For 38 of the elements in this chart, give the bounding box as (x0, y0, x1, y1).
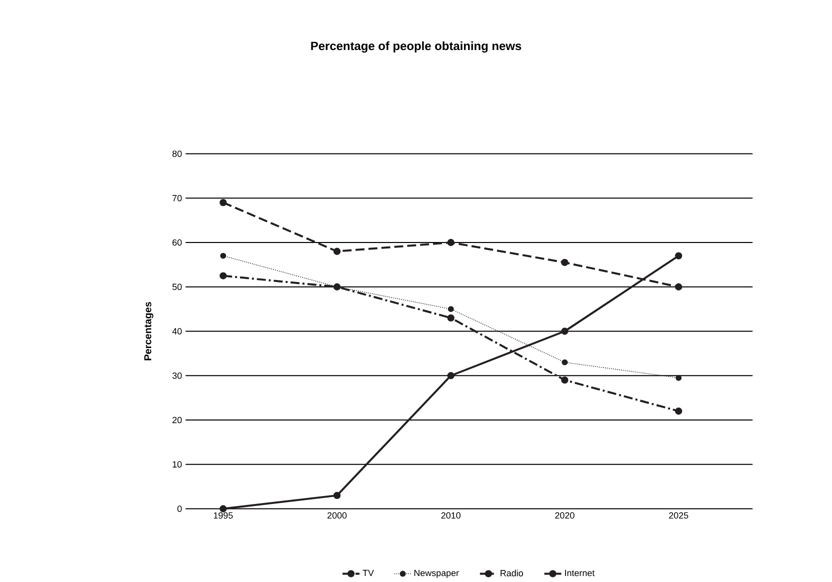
point (220, 252, 226, 259)
y-tick-label: 30 (172, 372, 182, 379)
point (333, 492, 341, 500)
point (447, 372, 454, 380)
y-axis-title: Percentages (144, 302, 154, 360)
y-tick-label: 40 (172, 328, 182, 335)
y-tick-label: 50 (172, 284, 182, 290)
point (220, 272, 227, 280)
point (447, 239, 454, 246)
y-tick-label: 70 (172, 195, 182, 202)
point (675, 408, 682, 415)
y-tick-label: 60 (172, 239, 182, 246)
point (675, 252, 682, 260)
point (220, 199, 227, 206)
point (220, 505, 227, 512)
x-tick-label: 1995 (214, 512, 233, 519)
point (561, 376, 568, 384)
y-tick-label: 10 (172, 461, 182, 468)
point (676, 374, 682, 381)
point (448, 306, 454, 312)
chart-title: Percentage of people obtaining news (311, 42, 522, 53)
x-tick-label: 2010 (441, 512, 460, 519)
y-tick-label: 0 (177, 506, 182, 512)
legend-label: Radio (500, 570, 523, 576)
x-tick-label: 2000 (328, 512, 347, 519)
x-tick-label: 2020 (555, 512, 574, 519)
y-tick-label: 20 (172, 416, 182, 424)
legend-label: TV (362, 570, 374, 576)
point (333, 248, 341, 256)
x-tick-label: 2025 (669, 512, 688, 519)
point (562, 359, 568, 366)
point (447, 314, 454, 322)
legend-label: Newspaper (414, 570, 459, 578)
legend-label: Internet (565, 570, 595, 576)
point (561, 259, 568, 266)
point (675, 283, 682, 291)
y-tick-label: 80 (172, 150, 182, 158)
point (561, 328, 568, 335)
